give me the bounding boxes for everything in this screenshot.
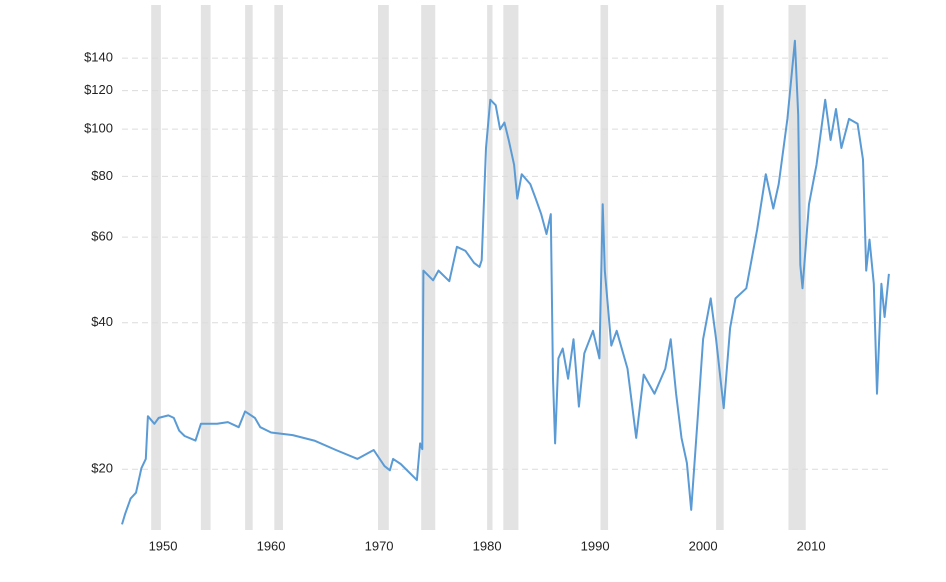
y-tick-label: $80: [91, 168, 113, 183]
x-tick-label: 1970: [365, 538, 394, 553]
x-tick-label: 1950: [149, 538, 178, 553]
y-tick-label: $40: [91, 314, 113, 329]
price-line: [121, 39, 890, 525]
recession-band: [151, 5, 161, 530]
x-tick-label: 2010: [797, 538, 826, 553]
x-tick-label: 1990: [581, 538, 610, 553]
recession-band: [200, 5, 211, 530]
recession-band: [716, 5, 724, 530]
x-tick-label: 1960: [257, 538, 286, 553]
recession-band: [245, 5, 253, 530]
x-tick-label: 2000: [689, 538, 718, 553]
y-tick-label: $140: [84, 50, 113, 65]
x-tick-label: 1980: [473, 538, 502, 553]
recession-band: [421, 5, 436, 530]
recession-band: [788, 5, 806, 530]
recession-band: [487, 5, 493, 530]
recession-band: [503, 5, 519, 530]
y-tick-label: $100: [84, 121, 113, 136]
recession-band: [274, 5, 283, 530]
recession-band: [378, 5, 389, 530]
y-tick-label: $60: [91, 229, 113, 244]
y-tick-label: $120: [84, 82, 113, 97]
y-tick-label: $20: [91, 461, 113, 476]
